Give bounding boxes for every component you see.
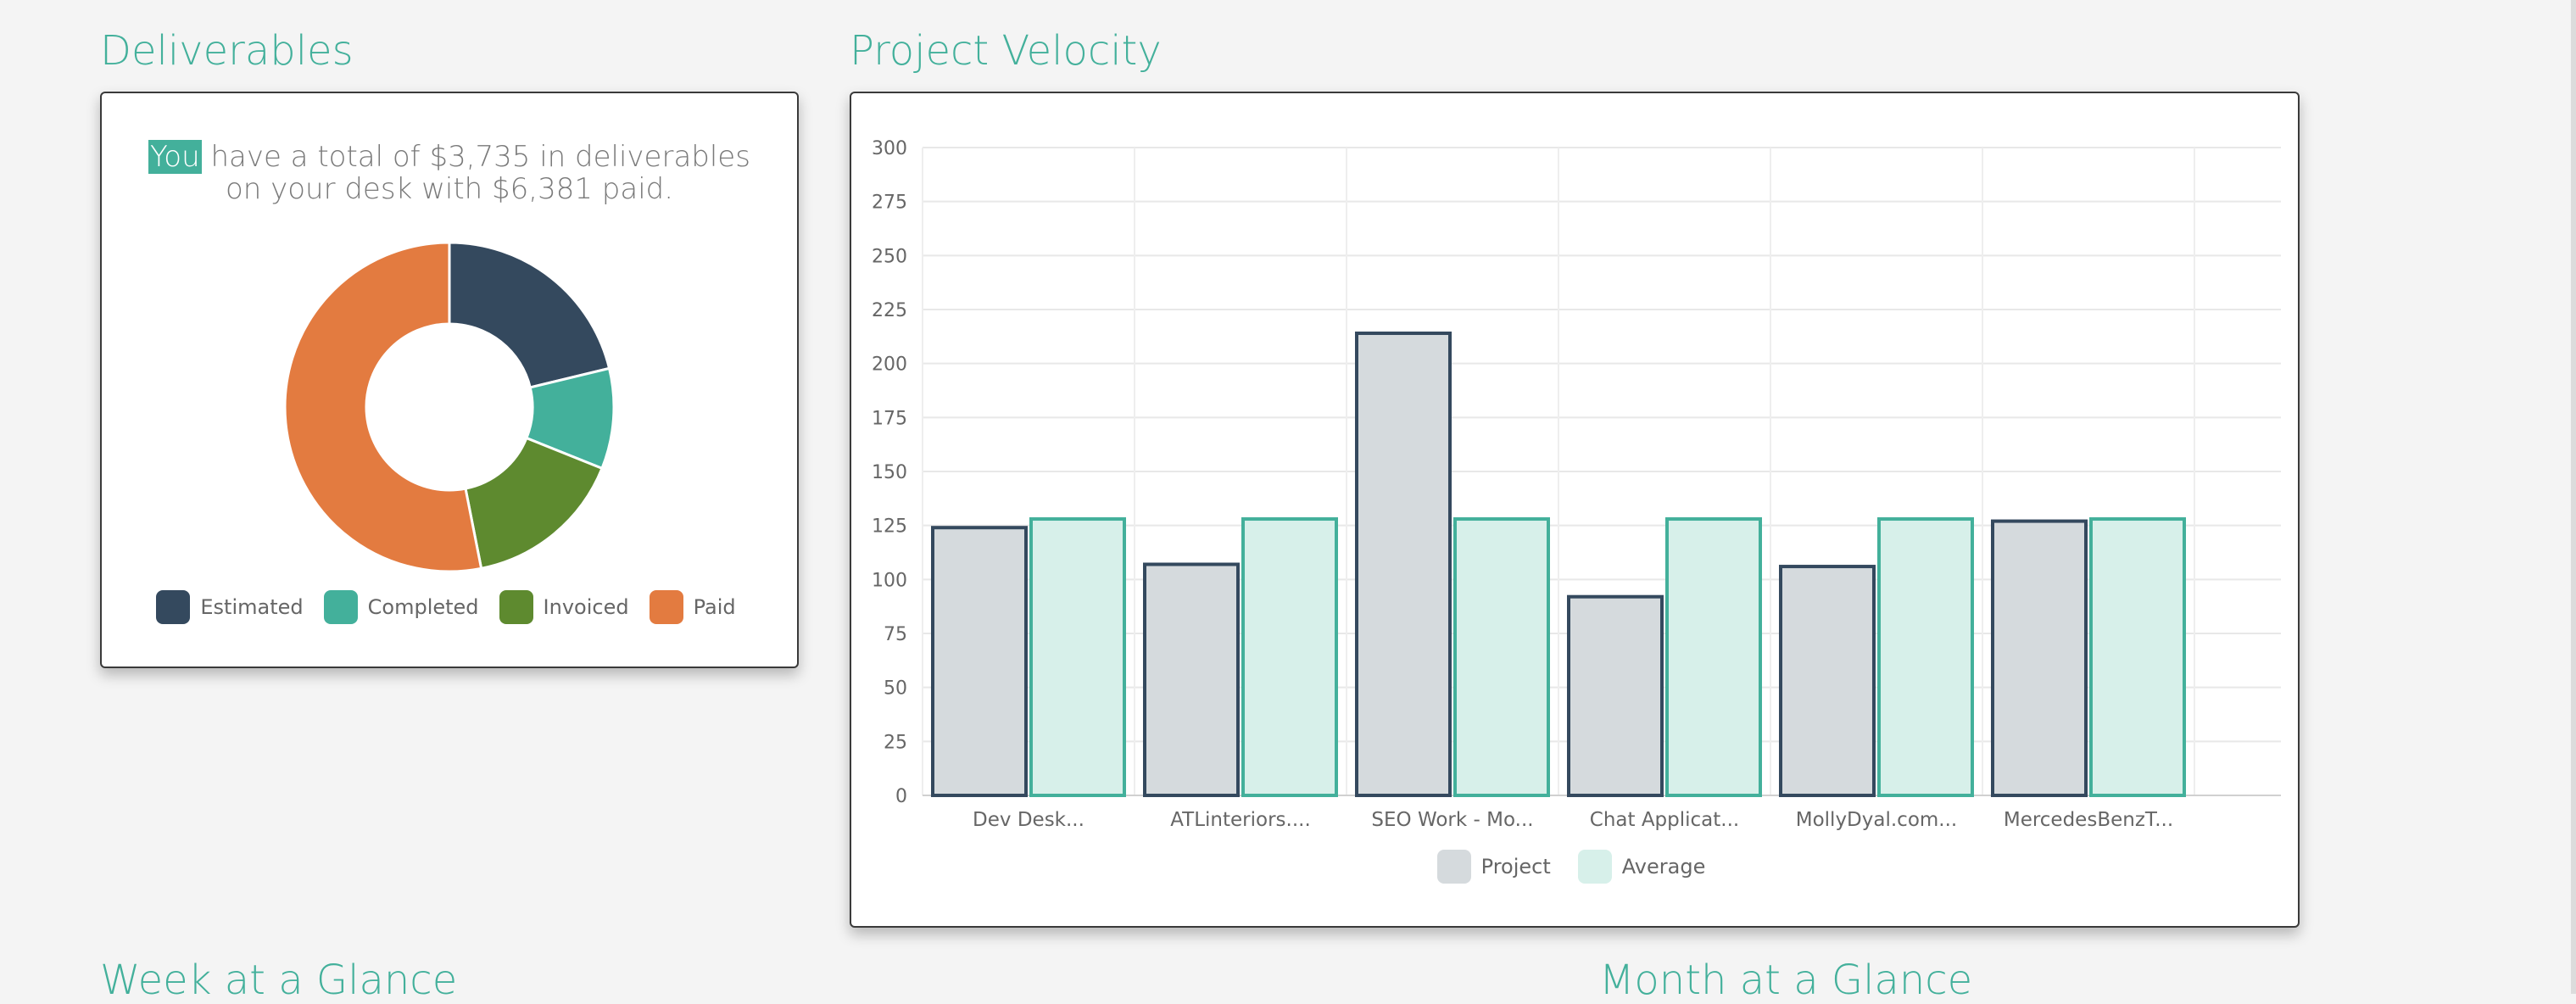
legend-swatch — [499, 590, 533, 624]
project-velocity-bar-chart: 0 25 50 75 100 125 150 175 200 225 250 275 300 Dev De… — [872, 138, 2281, 831]
y-tick-label: 300 — [872, 138, 907, 159]
donut-slice-estimated[interactable] — [448, 241, 611, 389]
y-tick-label: 25 — [884, 732, 907, 753]
bar-project-atlinteriors[interactable] — [1143, 562, 1240, 797]
donut-slice-invoiced[interactable] — [464, 436, 604, 571]
bar-average-mercedesbenzt[interactable] — [2089, 517, 2186, 797]
y-tick-label: 0 — [895, 786, 907, 807]
legend-swatch — [323, 590, 358, 624]
legend-item-invoiced[interactable]: Invoiced — [499, 590, 629, 624]
deliverables-summary: You have a total of $3,735 in deliverabl… — [102, 140, 797, 206]
legend-label: Paid — [693, 595, 736, 619]
x-tick-label: Dev Desk... — [973, 809, 1084, 831]
y-tick-label: 50 — [884, 678, 907, 700]
bar-average-seo-work-mo[interactable] — [1453, 517, 1550, 797]
legend-label: Average — [1621, 855, 1706, 878]
legend-label: Completed — [367, 595, 479, 619]
y-tick-label: 200 — [872, 354, 907, 376]
legend-label: Project — [1480, 855, 1551, 878]
y-tick-label: 250 — [872, 246, 907, 267]
legend-swatch — [649, 590, 683, 624]
bar-average-chat-applicat[interactable] — [1665, 517, 1762, 797]
legend-label: Invoiced — [543, 595, 629, 619]
deliverables-donut-chart — [283, 241, 616, 573]
project-velocity-card: 0 25 50 75 100 125 150 175 200 225 250 275 300 Dev De… — [850, 92, 2300, 928]
x-tick-label: Chat Applicat... — [1590, 809, 1739, 831]
deliverables-title: Deliverables — [100, 27, 354, 75]
summary-line-1: have a total of $3,735 in deliverables — [210, 140, 750, 174]
bar-average-atlinteriors[interactable] — [1241, 517, 1338, 797]
x-tick-label: MollyDyal.com... — [1796, 809, 1957, 831]
y-tick-label: 275 — [872, 192, 907, 214]
y-tick-label: 150 — [872, 462, 907, 483]
legend-item-paid[interactable]: Paid — [649, 590, 736, 624]
y-tick-label: 125 — [872, 516, 907, 538]
bar-project-mercedesbenzt[interactable] — [1991, 519, 2088, 797]
y-tick-label: 225 — [872, 300, 907, 321]
legend-swatch — [156, 590, 191, 624]
bar-project-dev-desk[interactable] — [931, 526, 1028, 797]
y-tick-label: 175 — [872, 408, 907, 429]
legend-swatch — [1577, 850, 1612, 884]
summary-line-2: on your desk with $6,381 paid. — [225, 172, 674, 206]
legend-item-estimated[interactable]: Estimated — [156, 590, 304, 624]
week-at-a-glance-title: Week at a Glance — [100, 957, 458, 1004]
legend-item-completed[interactable]: Completed — [323, 590, 479, 624]
y-tick-label: 75 — [884, 624, 907, 645]
x-tick-label: MercedesBenzT... — [2004, 809, 2173, 831]
bar-average-dev-desk[interactable] — [1029, 517, 1126, 797]
bar-average-mollydyal-com[interactable] — [1877, 517, 1974, 797]
bar-project-mollydyal-com[interactable] — [1779, 565, 1876, 797]
legend-swatch — [1436, 850, 1471, 884]
legend-item-project[interactable]: Project — [1436, 850, 1551, 884]
deliverables-card: You have a total of $3,735 in deliverabl… — [100, 92, 799, 668]
y-tick-label: 100 — [872, 570, 907, 591]
summary-highlight: You — [148, 140, 202, 174]
month-at-a-glance-title: Month at a Glance — [1599, 957, 1973, 1004]
bar-legend: Project Average — [851, 850, 2298, 884]
x-tick-label: ATLinteriors.... — [1170, 809, 1311, 831]
legend-label: Estimated — [200, 595, 304, 619]
project-velocity-title: Project Velocity — [850, 27, 1162, 75]
page-scrollbar[interactable] — [2571, 0, 2576, 994]
bar-project-seo-work-mo[interactable] — [1355, 332, 1452, 798]
donut-slice-paid[interactable] — [283, 241, 483, 573]
donut-legend: Estimated Completed Invoiced Paid — [102, 590, 797, 624]
legend-item-average[interactable]: Average — [1577, 850, 1706, 884]
bar-project-chat-applicat[interactable] — [1567, 594, 1664, 797]
x-tick-label: SEO Work - Mo... — [1371, 809, 1533, 831]
